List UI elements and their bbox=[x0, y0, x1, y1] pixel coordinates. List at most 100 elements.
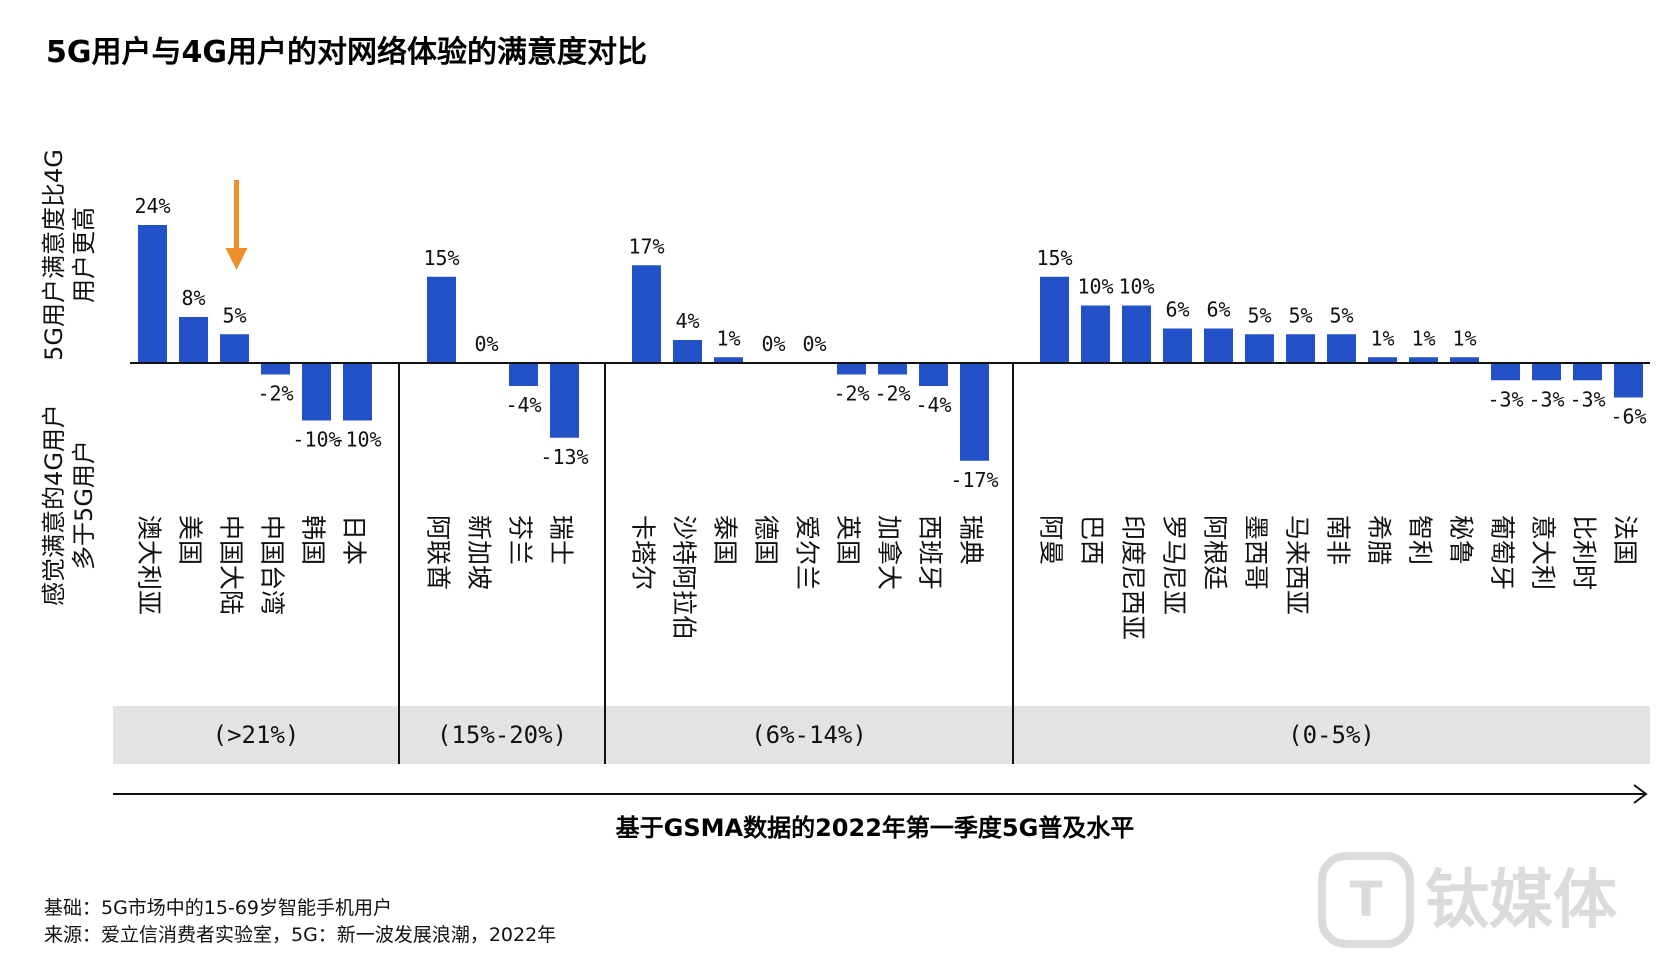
bar bbox=[632, 265, 661, 363]
bar bbox=[1327, 334, 1356, 363]
data-label: -6% bbox=[1610, 405, 1646, 429]
category-label: 加拿大 bbox=[875, 515, 904, 590]
bar bbox=[1368, 357, 1397, 363]
data-label: -2% bbox=[257, 382, 293, 406]
category-label: 阿曼 bbox=[1037, 515, 1066, 565]
data-label: 6% bbox=[1206, 298, 1230, 322]
bar bbox=[427, 276, 456, 363]
y-axis-label-negative: 感觉满意的4G用户 多于5G用户 bbox=[40, 404, 98, 606]
data-label: -2% bbox=[833, 382, 869, 406]
bar bbox=[1614, 363, 1643, 398]
category-label: 巴西 bbox=[1078, 515, 1107, 565]
bar bbox=[343, 363, 372, 421]
data-label: 1% bbox=[1370, 326, 1394, 350]
bar bbox=[960, 363, 989, 461]
data-label: 4% bbox=[675, 309, 699, 333]
data-label: 5% bbox=[222, 303, 246, 327]
category-label: 泰国 bbox=[711, 515, 740, 565]
category-label: 美国 bbox=[176, 515, 205, 565]
category-label: 澳大利亚 bbox=[135, 515, 164, 615]
chart-title: 5G用户与4G用户的对网络体验的满意度对比 bbox=[46, 35, 647, 70]
svg-text:T: T bbox=[1350, 872, 1383, 928]
category-label: 智利 bbox=[1406, 515, 1435, 565]
bar bbox=[919, 363, 948, 386]
data-label: -2% bbox=[874, 382, 910, 406]
category-label: 德国 bbox=[752, 515, 781, 565]
data-label: -10% bbox=[333, 428, 381, 452]
category-label: 印度尼西亚 bbox=[1119, 515, 1148, 640]
bar bbox=[1081, 305, 1110, 363]
category-label: 秘鲁 bbox=[1447, 515, 1476, 565]
data-label: -4% bbox=[915, 393, 951, 417]
category-label: 芬兰 bbox=[506, 515, 535, 565]
bar bbox=[220, 334, 249, 363]
data-label: 8% bbox=[181, 286, 205, 310]
bar bbox=[1245, 334, 1274, 363]
category-label: 日本 bbox=[340, 515, 369, 565]
category-label: 阿根廷 bbox=[1201, 515, 1230, 590]
data-label: -3% bbox=[1487, 387, 1523, 411]
data-label: 0% bbox=[474, 332, 498, 356]
category-label: 瑞士 bbox=[547, 515, 576, 565]
bar bbox=[138, 225, 167, 363]
data-label: -4% bbox=[505, 393, 541, 417]
data-label: 1% bbox=[1411, 326, 1435, 350]
category-label: 中国台湾 bbox=[258, 515, 287, 615]
category-label: 意大利 bbox=[1529, 515, 1558, 590]
data-label: 1% bbox=[1452, 326, 1476, 350]
data-label: 10% bbox=[1077, 275, 1113, 299]
highlight-arrow bbox=[225, 180, 248, 270]
category-label: 马来西亚 bbox=[1283, 515, 1312, 615]
bar bbox=[1491, 363, 1520, 381]
data-label: 17% bbox=[628, 234, 664, 258]
arrow-head bbox=[225, 248, 248, 270]
watermark-text: 钛媒体 bbox=[1425, 864, 1617, 938]
band-strip bbox=[113, 706, 1650, 764]
category-label: 中国大陆 bbox=[217, 515, 246, 615]
bar bbox=[714, 357, 743, 363]
value-labels: 24% 8% 5% -2% -10%-10% 15% 0% -4% -13% 17% 4% 1% 0% 0… bbox=[134, 194, 1646, 492]
category-label: 法国 bbox=[1611, 515, 1640, 565]
category-label: 英国 bbox=[834, 515, 863, 565]
data-label: 5% bbox=[1288, 303, 1312, 327]
bar bbox=[1532, 363, 1561, 381]
y-label-positive-line-1: 5G用户满意度比4G bbox=[40, 149, 68, 361]
category-label: 墨西哥 bbox=[1242, 515, 1271, 590]
category-label: 葡萄牙 bbox=[1488, 515, 1517, 590]
data-label: 6% bbox=[1165, 298, 1189, 322]
data-label: 1% bbox=[716, 326, 740, 350]
category-label: 西班牙 bbox=[916, 515, 945, 590]
category-label: 韩国 bbox=[299, 515, 328, 565]
bar bbox=[1450, 357, 1479, 363]
data-label: 0% bbox=[802, 332, 826, 356]
category-label: 瑞典 bbox=[957, 515, 986, 565]
bar bbox=[1040, 276, 1069, 363]
bar bbox=[509, 363, 538, 386]
bar bbox=[878, 363, 907, 375]
data-label: 15% bbox=[1036, 246, 1072, 270]
x-axis-arrowhead bbox=[1633, 784, 1648, 804]
data-label: -3% bbox=[1528, 387, 1564, 411]
band-background bbox=[113, 706, 1650, 764]
x-axis-label: 基于GSMA数据的2022年第一季度5G普及水平 bbox=[616, 814, 1135, 842]
data-label: -17% bbox=[950, 468, 998, 492]
band-label: (6%-14%) bbox=[751, 721, 867, 749]
data-label: 5% bbox=[1247, 303, 1271, 327]
data-label: 5% bbox=[1329, 303, 1353, 327]
y-label-positive-line-2: 用户更高 bbox=[70, 207, 98, 303]
data-label: 24% bbox=[134, 194, 170, 218]
category-label: 爱尔兰 bbox=[793, 515, 822, 590]
data-label: 10% bbox=[1118, 275, 1154, 299]
bar bbox=[673, 340, 702, 363]
category-label: 沙特阿拉伯 bbox=[670, 515, 699, 640]
watermark: T 钛媒体 bbox=[1318, 852, 1617, 948]
bar bbox=[302, 363, 331, 421]
band-label: (15%-20%) bbox=[437, 721, 567, 749]
bar bbox=[1286, 334, 1315, 363]
category-label: 罗马尼亚 bbox=[1160, 515, 1189, 615]
bar bbox=[261, 363, 290, 375]
y-label-negative-line-2: 多于5G用户 bbox=[70, 440, 98, 570]
bar bbox=[550, 363, 579, 438]
band-label: (>21%) bbox=[213, 721, 300, 749]
